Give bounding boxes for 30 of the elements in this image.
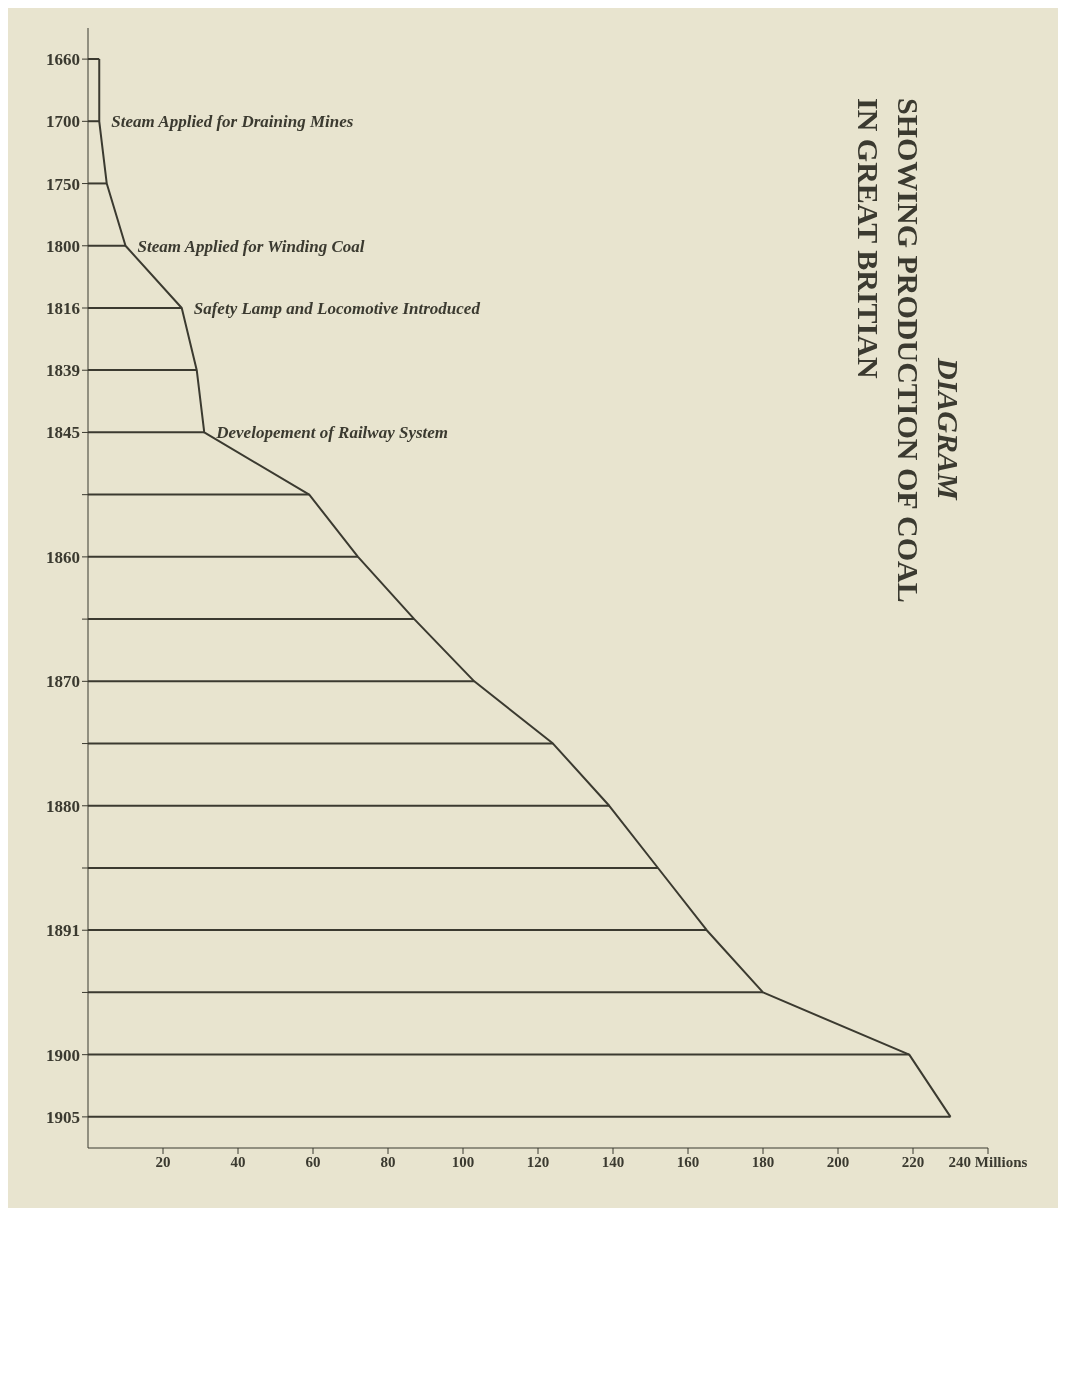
y-tick-label: 1845 [46,423,80,443]
x-tick-label: 20 [155,1153,171,1170]
annotation: Safety Lamp and Locomotive Introduced [193,299,481,319]
y-tick-label: 1860 [46,547,80,567]
x-tick-label: 120 [526,1153,550,1170]
x-tick-label: 220 [901,1153,925,1170]
x-tick-label: 140 [601,1153,625,1170]
y-tick-label: 1891 [46,921,80,941]
y-tick-label: 1700 [46,112,80,132]
x-tick-label: 100 [451,1153,475,1170]
x-tick-label: 240 Millions [948,1153,1028,1170]
y-tick-label: 1839 [46,361,80,381]
y-tick-label: 1816 [46,299,80,319]
x-tick-label: 80 [380,1153,396,1170]
y-tick-label: 1880 [46,796,80,816]
x-tick-label: 180 [751,1153,775,1170]
y-tick-label: 1900 [46,1045,80,1065]
x-tick-label: 60 [305,1153,321,1170]
text: DIAGRAM SHOWING PRODUCTION OF COAL IN GREAT BRITIAN [851,98,966,605]
annotation: Developement of Railway System [215,423,449,443]
annotation: Steam Applied for Winding Coal [137,236,365,256]
y-tick-label: 1905 [46,1107,80,1127]
y-tick-label: 1660 [46,50,80,70]
y-tick-label: 1750 [46,174,80,194]
x-tick-label: 200 [826,1153,850,1170]
y-tick-label: 1870 [46,672,80,692]
x-tick-label: 40 [230,1153,246,1170]
y-tick-label: 1800 [46,236,80,256]
annotation: Steam Applied for Draining Mines [111,112,354,132]
x-tick-label: 160 [676,1153,700,1170]
